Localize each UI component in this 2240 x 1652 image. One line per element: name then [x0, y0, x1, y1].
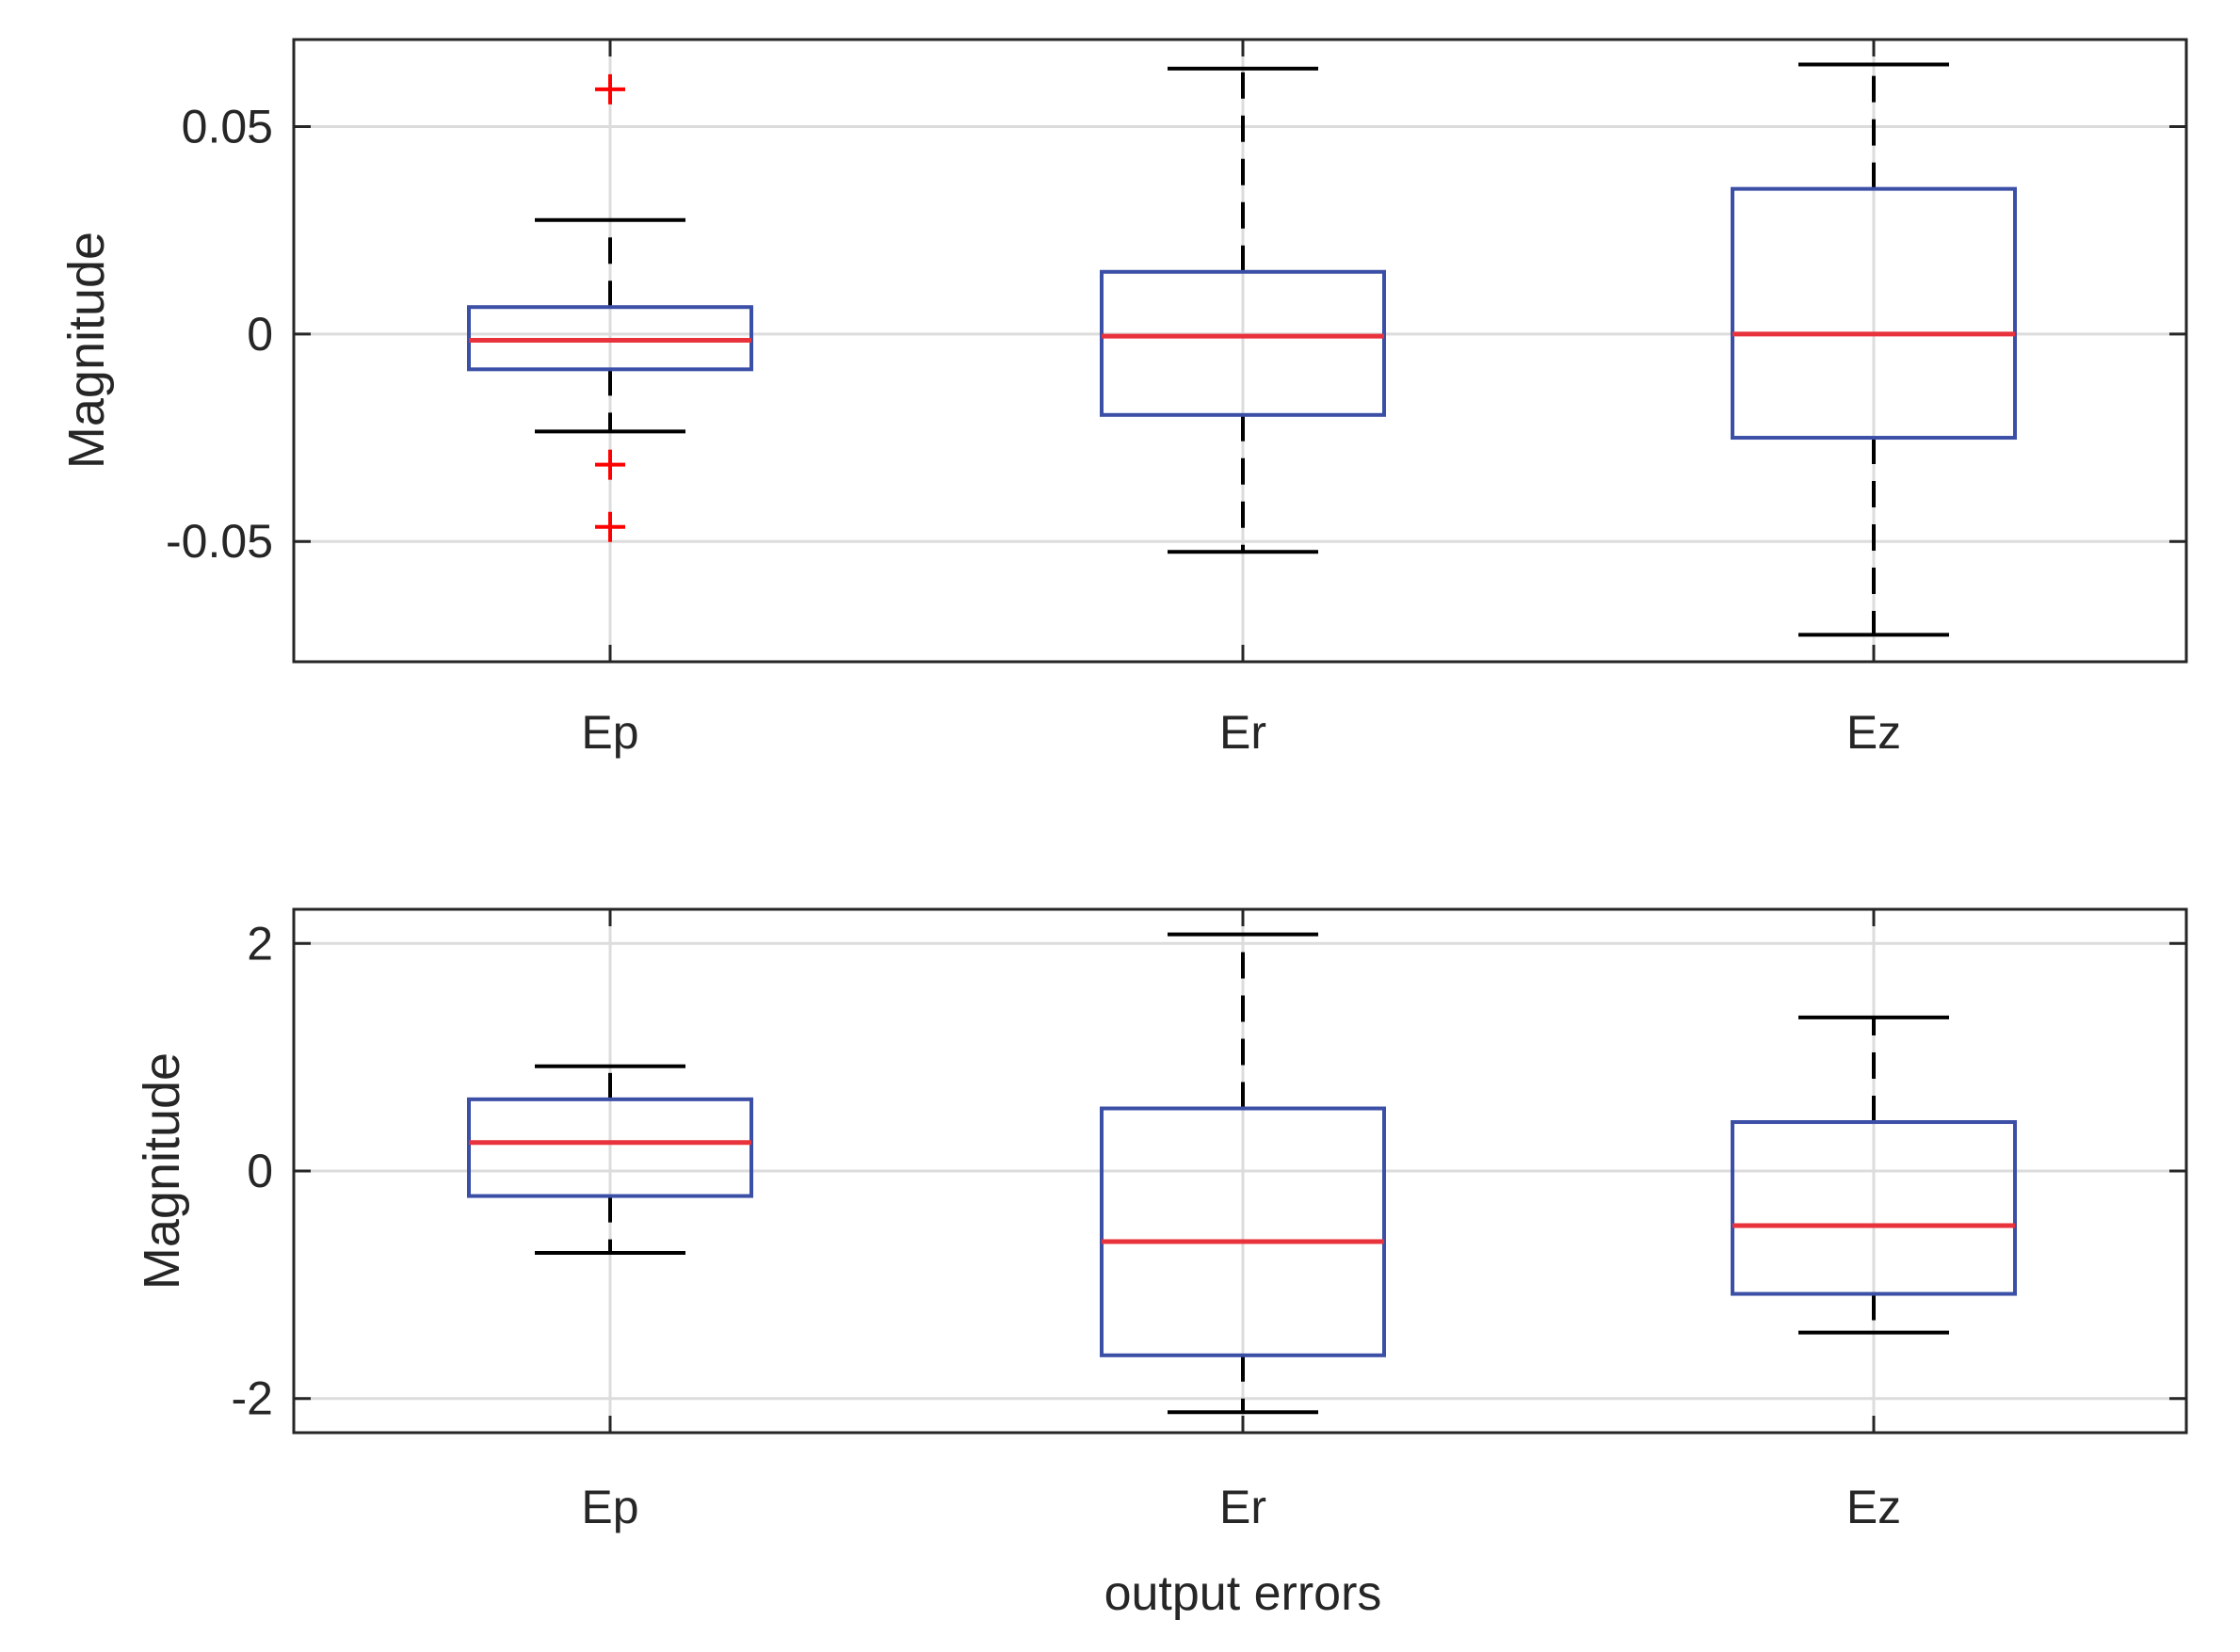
y-tick-label: 0 — [247, 1145, 273, 1197]
top-boxplot-panel: -0.05 0 0.05 Ep Er Ez Magnitude — [58, 38, 2188, 759]
iqr-box — [1731, 186, 2017, 441]
x-tick-label-ep: Ep — [581, 706, 638, 759]
box-ez — [1731, 1015, 2017, 1335]
box-ez — [1731, 62, 2017, 637]
x-axis-label: output errors — [1104, 1566, 1382, 1621]
axes-frame — [292, 38, 2188, 664]
box-ep — [467, 1064, 753, 1256]
y-axis-label: Magnitude — [134, 1052, 190, 1290]
box-ep — [467, 73, 753, 542]
outlier-marker — [595, 449, 625, 480]
iqr-box — [1731, 1120, 2017, 1296]
y-tick-label: 0.05 — [182, 101, 273, 153]
y-tick-label: -2 — [232, 1372, 273, 1425]
bottom-boxplot-panel: -2 0 2 Ep Er Ez Magnitude — [134, 907, 2188, 1533]
outlier-marker — [595, 73, 625, 104]
iqr-box — [1100, 269, 1386, 417]
y-axis-label: Magnitude — [58, 232, 115, 469]
x-tick-label-er: Er — [1219, 1481, 1266, 1533]
y-tick-label: 0 — [247, 308, 273, 361]
x-tick-label-ep: Ep — [581, 1481, 638, 1533]
y-tick-label: -0.05 — [166, 515, 273, 568]
plot-area — [294, 40, 2186, 662]
y-tick-label: 2 — [247, 917, 273, 970]
box-er — [1100, 66, 1386, 554]
x-tick-label-ez: Ez — [1846, 1481, 1901, 1533]
axes-frame — [292, 907, 2188, 1435]
iqr-box — [467, 1097, 753, 1198]
outlier-marker — [595, 511, 625, 542]
x-tick-label-ez: Ez — [1846, 706, 1901, 759]
x-tick-label-er: Er — [1219, 706, 1266, 759]
iqr-box — [1100, 1106, 1386, 1357]
box-er — [1100, 932, 1386, 1415]
